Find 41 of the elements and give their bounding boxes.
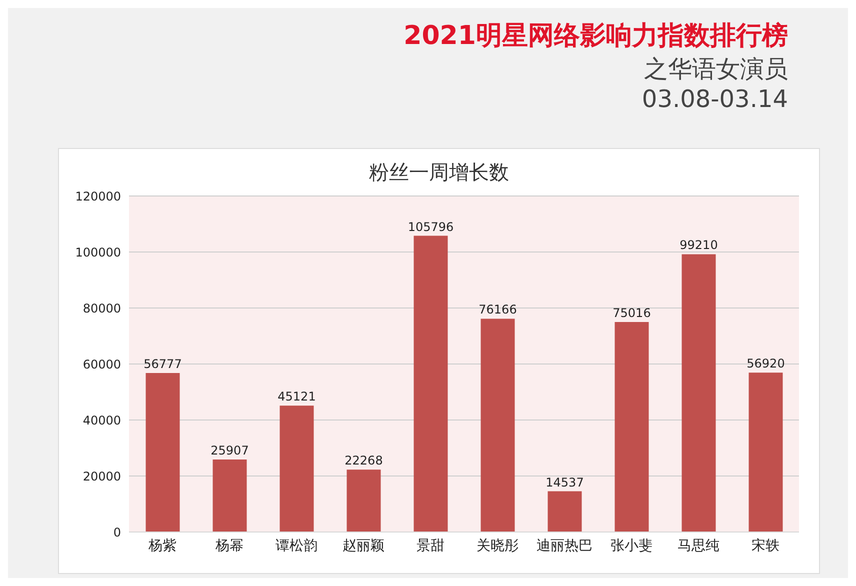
bar — [480, 318, 515, 532]
y-tick-label: 20000 — [82, 469, 121, 484]
bar — [548, 491, 582, 532]
x-tick-label: 张小斐 — [610, 538, 652, 554]
data-label: 14537 — [546, 475, 584, 490]
data-label: 56777 — [144, 357, 182, 372]
data-label: 99210 — [680, 238, 718, 252]
bar — [682, 254, 716, 532]
y-tick-label: 0 — [113, 525, 121, 540]
data-label: 56920 — [746, 356, 785, 371]
bar — [614, 322, 649, 532]
y-tick-label: 120000 — [75, 189, 121, 204]
bar — [212, 459, 247, 532]
x-tick-label: 景甜 — [416, 538, 444, 554]
bar — [748, 372, 783, 532]
chart-subtitle: 之华语女演员 — [643, 54, 788, 85]
x-tick-label: 马思纯 — [678, 538, 720, 554]
data-label: 22268 — [344, 454, 383, 468]
x-tick-label: 关晓彤 — [476, 538, 518, 554]
x-tick-label: 谭松韵 — [276, 538, 318, 554]
x-tick-label: 迪丽热巴 — [536, 538, 592, 554]
chart-title: 2021明星网络影响力指数排行榜 — [404, 20, 788, 53]
bar — [346, 470, 381, 532]
data-label: 25907 — [210, 443, 249, 458]
x-tick-label: 杨幂 — [214, 538, 244, 554]
data-label: 45121 — [278, 390, 316, 404]
y-tick-label: 100000 — [75, 245, 121, 260]
x-tick-label: 赵丽颖 — [342, 538, 384, 554]
text: 粉丝一周增长数 — [368, 159, 510, 186]
text: 03.08-03.14 — [640, 85, 788, 113]
x-tick-label: 宋轶 — [752, 538, 780, 554]
data-label: 105796 — [408, 220, 454, 234]
bar — [414, 236, 448, 532]
bar — [280, 406, 314, 532]
y-tick-label: 60000 — [82, 357, 121, 372]
x-tick-label: 杨紫 — [148, 538, 176, 554]
data-label: 76166 — [478, 302, 517, 317]
data-label: 75016 — [612, 306, 651, 320]
y-tick-label: 80000 — [82, 301, 121, 316]
bar — [146, 373, 180, 532]
y-tick-label: 40000 — [82, 413, 121, 428]
